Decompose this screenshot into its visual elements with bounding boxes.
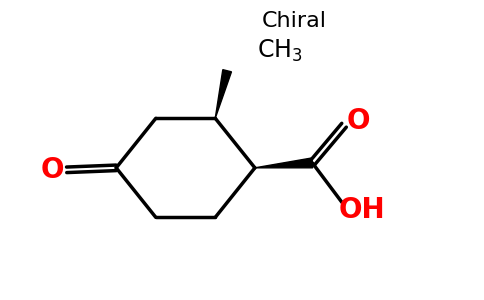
Text: O: O	[346, 107, 370, 135]
Text: CH$_3$: CH$_3$	[257, 38, 302, 64]
Text: Chiral: Chiral	[262, 11, 327, 31]
Polygon shape	[255, 158, 313, 168]
Text: O: O	[41, 156, 64, 184]
Polygon shape	[215, 70, 231, 118]
Text: OH: OH	[339, 196, 385, 224]
